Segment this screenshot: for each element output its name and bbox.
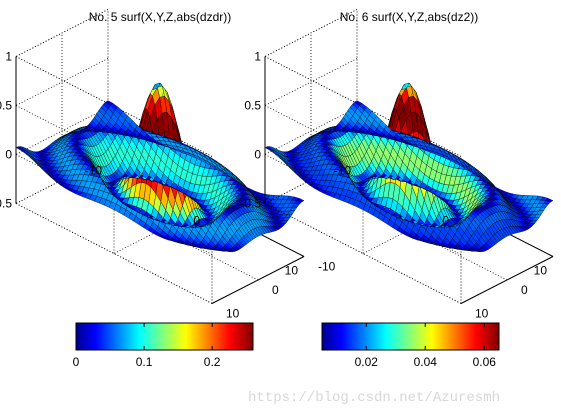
- surface-mesh: [15, 82, 305, 252]
- surface-mesh: [264, 82, 554, 252]
- surface-plot-no5: No. 5 surf(X,Y,Z,abs(dzdr)) -0.5 0 0.5 1 -10…: [0, 9, 336, 369]
- z-tick-label: -0.5: [0, 197, 12, 211]
- colorbar: 0.02 0.04 0.06: [321, 322, 500, 369]
- x-tick-label: -10: [85, 164, 103, 178]
- surface-plot-no6: No. 6 surf(X,Y,Z,abs(dz2)) -0.5 0 0.5 1 -10 0…: [240, 9, 554, 369]
- z-tick-label: 0: [254, 148, 261, 162]
- y-axis-line: [460, 256, 554, 304]
- grid-line: [264, 203, 462, 304]
- x-tick-label: -10: [334, 164, 352, 178]
- z-tick-label: 1: [254, 50, 261, 64]
- colorbar-gradient: [321, 322, 500, 351]
- surface-face: [296, 198, 305, 203]
- z-tick-label: 1: [5, 50, 12, 64]
- grid-line: [15, 58, 109, 106]
- x-tick-label: 0: [442, 214, 449, 228]
- colorbar: 0 0.1 0.2: [73, 322, 254, 369]
- chart-title: No. 6 surf(X,Y,Z,abs(dz2)): [340, 10, 479, 24]
- z-tick-label: 0: [5, 148, 12, 162]
- y-tick-label: 10: [475, 307, 489, 321]
- x-tick-label: 10: [534, 264, 548, 278]
- z-tick-label: 0.5: [0, 99, 12, 113]
- grid-line: [15, 203, 213, 304]
- x-tick-label: 0: [193, 214, 200, 228]
- colorbar-tick-label: 0: [73, 355, 80, 369]
- colorbar-tick-label: 0.04: [414, 355, 438, 369]
- grid-line: [264, 9, 358, 57]
- z-tick-label: -0.5: [240, 197, 261, 211]
- grid-line: [15, 9, 109, 57]
- y-axis-line: [211, 256, 305, 304]
- colorbar-tick-label: 0.06: [473, 355, 497, 369]
- watermark: https://blog.csdn.net/Azuresmh: [248, 390, 501, 406]
- colorbar-tick-label: 0.2: [204, 355, 221, 369]
- chart-title: No. 5 surf(X,Y,Z,abs(dzdr)): [89, 10, 232, 24]
- colorbar-gradient: [75, 322, 254, 351]
- z-tick-label: 0.5: [244, 99, 261, 113]
- y-tick-label: -10: [318, 260, 336, 274]
- colorbar-tick-label: 0.02: [355, 355, 379, 369]
- grid-line: [264, 58, 358, 106]
- colorbar-tick-label: 0.1: [136, 355, 153, 369]
- surface-face: [545, 198, 554, 203]
- axis-ticks: -0.5 0 0.5 1 -10 0 10 -10 0 10: [240, 50, 548, 321]
- y-tick-label: 10: [226, 307, 240, 321]
- y-tick-label: 0: [521, 283, 528, 297]
- y-tick-label: 0: [272, 283, 279, 297]
- x-tick-label: 10: [285, 264, 299, 278]
